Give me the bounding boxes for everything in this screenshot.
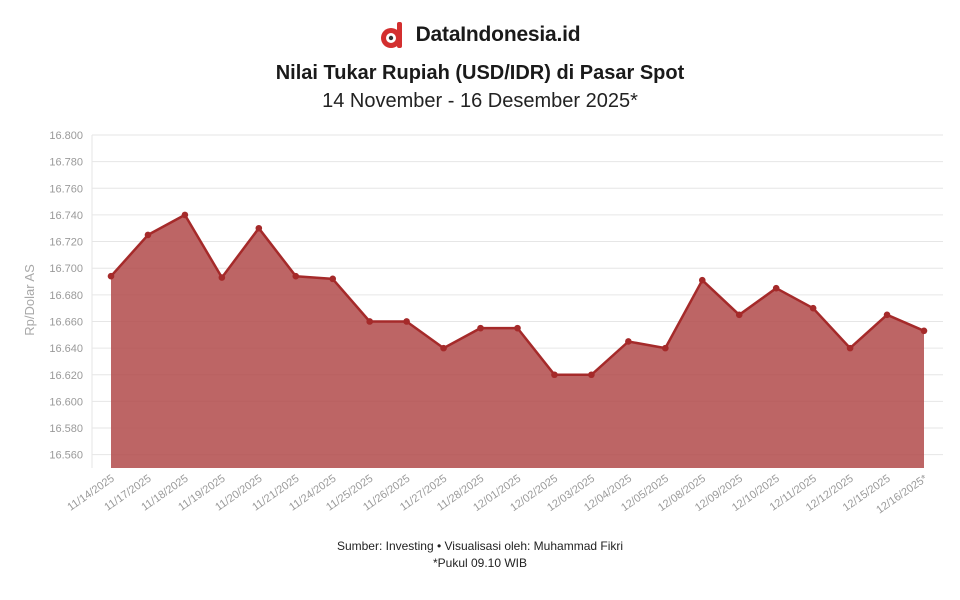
data-point <box>218 274 226 281</box>
data-point <box>588 371 595 379</box>
data-point <box>366 318 373 325</box>
y-tick-label: 16.560 <box>49 450 83 462</box>
y-tick-label: 16.720 <box>49 237 83 249</box>
area-fill <box>111 214 924 468</box>
y-tick-label: 16.700 <box>49 263 83 275</box>
data-point <box>662 344 669 352</box>
data-point <box>920 327 928 335</box>
data-point <box>809 304 817 312</box>
footnote-text: *Pukul 09.10 WIB <box>432 556 528 570</box>
data-point <box>846 344 854 352</box>
chart-title: Nilai Tukar Rupiah (USD/IDR) di Pasar Sp… <box>275 62 685 84</box>
data-point <box>735 311 743 319</box>
data-point <box>181 211 189 219</box>
data-point <box>403 318 410 325</box>
y-tick-label: 16.760 <box>49 183 83 195</box>
data-point <box>625 338 632 345</box>
brand-name: DataIndonesia.id <box>415 23 581 46</box>
y-tick-label: 16.800 <box>49 130 83 142</box>
data-point <box>551 371 558 379</box>
data-point <box>698 276 706 284</box>
data-point <box>144 231 152 239</box>
y-tick-label: 16.620 <box>49 370 83 382</box>
y-tick-label: 16.660 <box>49 316 83 328</box>
source-text: Sumber: Investing • Visualisasi oleh: Mu… <box>336 539 624 553</box>
data-point <box>329 275 337 283</box>
data-point <box>883 311 891 319</box>
data-point <box>292 272 300 280</box>
y-tick-label: 16.780 <box>49 157 83 169</box>
y-tick-label: 16.680 <box>49 290 83 302</box>
brand-header: DataIndonesia.id <box>0 20 960 50</box>
data-point <box>772 284 780 292</box>
y-tick-label: 16.580 <box>49 423 83 435</box>
data-points <box>107 211 928 379</box>
data-point <box>477 324 484 332</box>
data-point <box>514 324 521 332</box>
dataindonesia-logo-icon <box>380 22 402 48</box>
data-point <box>255 224 263 232</box>
footer: Sumber: Investing • Visualisasi oleh: Mu… <box>0 538 960 572</box>
chart-subtitle: 14 November - 16 Desember 2025* <box>322 90 638 112</box>
y-tick-label: 16.640 <box>49 343 83 355</box>
data-point <box>440 344 447 352</box>
y-axis-ticks: 16.560 16.580 16.600 16.620 16.640 16.660 16.6… <box>49 130 83 462</box>
x-axis-ticks: 11/14/202511/17/202511/18/202511/19/2025… <box>65 472 930 516</box>
y-axis-label: Rp/Dolar AS <box>22 264 37 336</box>
y-tick-label: 16.740 <box>49 210 83 222</box>
data-point <box>107 272 115 280</box>
y-tick-label: 16.600 <box>49 396 83 408</box>
